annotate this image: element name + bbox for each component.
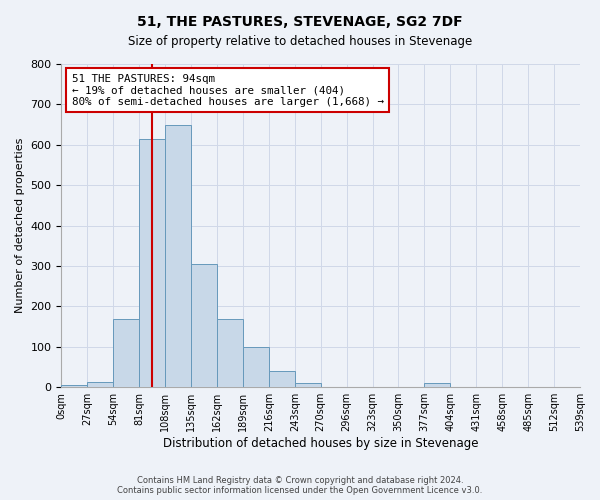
Text: Contains HM Land Registry data © Crown copyright and database right 2024.
Contai: Contains HM Land Registry data © Crown c… <box>118 476 482 495</box>
Bar <box>139 138 165 387</box>
Y-axis label: Number of detached properties: Number of detached properties <box>15 138 25 314</box>
X-axis label: Distribution of detached houses by size in Stevenage: Distribution of detached houses by size … <box>163 437 478 450</box>
Bar <box>295 383 321 387</box>
Bar <box>243 347 269 387</box>
Bar <box>88 382 113 387</box>
Bar <box>165 124 191 387</box>
Bar <box>269 371 295 387</box>
Text: 51 THE PASTURES: 94sqm
← 19% of detached houses are smaller (404)
80% of semi-de: 51 THE PASTURES: 94sqm ← 19% of detached… <box>72 74 384 107</box>
Bar <box>424 383 451 387</box>
Bar <box>217 318 243 387</box>
Text: Size of property relative to detached houses in Stevenage: Size of property relative to detached ho… <box>128 35 472 48</box>
Bar <box>61 385 88 387</box>
Text: 51, THE PASTURES, STEVENAGE, SG2 7DF: 51, THE PASTURES, STEVENAGE, SG2 7DF <box>137 15 463 29</box>
Bar <box>113 318 139 387</box>
Bar <box>191 264 217 387</box>
